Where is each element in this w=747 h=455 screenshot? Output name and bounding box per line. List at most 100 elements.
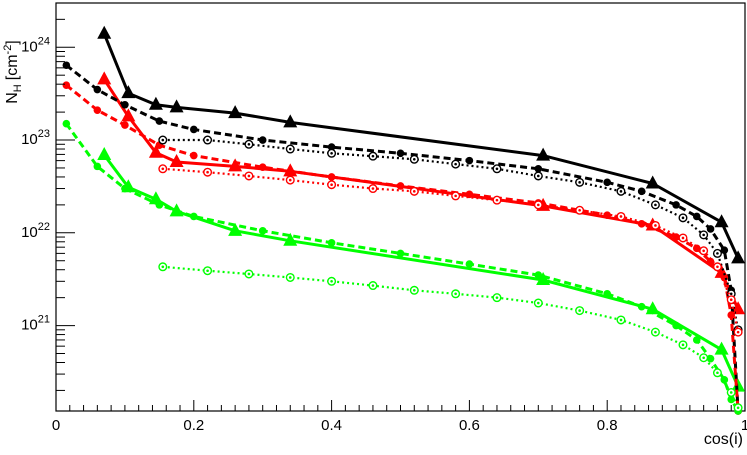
data-point-triangle — [97, 25, 112, 39]
data-point-dot — [637, 187, 646, 196]
data-point-center — [495, 198, 499, 202]
data-point-triangle — [169, 153, 184, 167]
data-point-dot — [727, 395, 736, 404]
series-dotted-open-circle — [158, 164, 743, 337]
x-tick-label: 0.4 — [321, 417, 342, 434]
data-point-center — [454, 162, 457, 166]
data-point-center — [537, 301, 540, 305]
data-point-center — [619, 318, 623, 322]
data-point-center — [578, 208, 581, 212]
data-point-dot — [155, 201, 164, 209]
data-point-dot — [706, 354, 715, 363]
data-point-triangle — [714, 341, 729, 355]
data-point-center — [412, 190, 416, 193]
y-axis-label-unit-exp: -2 — [2, 45, 14, 55]
y-tick-base: 10 — [21, 224, 38, 241]
series-line — [102, 33, 740, 260]
data-point-dot — [603, 178, 611, 187]
data-point-center — [495, 167, 499, 171]
data-point-center — [537, 174, 540, 178]
data-point-dot — [62, 119, 71, 128]
data-point-center — [371, 284, 375, 287]
data-point-dot — [534, 164, 543, 173]
data-point-center — [654, 330, 657, 334]
data-point-triangle — [283, 114, 298, 128]
data-point-dot — [93, 162, 102, 171]
data-point-dot — [692, 212, 701, 221]
data-point-dot — [396, 182, 405, 190]
data-point-dot — [465, 156, 474, 165]
data-point-center — [729, 292, 733, 296]
data-point-center — [330, 151, 333, 155]
data-point-center — [161, 265, 165, 269]
data-point-triangle — [169, 99, 184, 113]
data-point-center — [206, 269, 209, 273]
data-point-dot — [121, 100, 129, 109]
data-point-dot — [396, 149, 405, 158]
data-point-triangle — [536, 147, 551, 161]
data-point-triangle — [228, 222, 243, 236]
y-tick-base: 10 — [21, 131, 38, 148]
data-point-center — [288, 276, 292, 279]
data-point-dot — [190, 212, 198, 221]
data-point-triangle — [731, 301, 746, 315]
series-line — [65, 64, 740, 412]
data-point-center — [716, 265, 719, 269]
data-point-center — [736, 406, 740, 410]
y-tick-base: 10 — [21, 38, 38, 55]
data-point-center — [736, 330, 740, 334]
data-point-center — [371, 187, 375, 190]
series-solid-triangle — [97, 25, 746, 264]
data-point-center — [619, 190, 623, 193]
data-point-dot — [327, 143, 336, 151]
data-point-center — [729, 298, 733, 302]
series-dotted-open-circle — [158, 135, 743, 335]
data-point-center — [716, 371, 719, 375]
x-tick-label: 0 — [52, 417, 60, 434]
data-point-dot — [258, 227, 267, 235]
data-point-triangle — [536, 271, 551, 285]
data-point-center — [330, 280, 333, 283]
data-point-dot — [93, 106, 102, 114]
data-point-triangle — [97, 71, 112, 85]
data-point-dot — [121, 121, 129, 129]
data-point-dot — [190, 151, 198, 160]
data-point-dot — [706, 257, 715, 266]
y-axis-label: NH [cm-2] — [2, 40, 24, 104]
y-tick-exponent: 21 — [38, 314, 50, 326]
data-point-center — [247, 174, 251, 178]
data-point-center — [495, 296, 499, 299]
series-layer — [62, 25, 746, 415]
data-point-triangle — [97, 146, 112, 160]
data-point-center — [247, 272, 251, 276]
data-point-center — [681, 343, 685, 347]
data-point-dot — [706, 225, 715, 233]
data-point-dot — [534, 271, 543, 279]
data-point-dot — [121, 184, 129, 193]
data-point-dot — [637, 302, 646, 311]
data-point-triangle — [148, 96, 163, 110]
data-point-dot — [62, 81, 71, 90]
data-point-center — [681, 216, 685, 220]
data-point-dot — [258, 163, 267, 171]
data-point-triangle — [714, 214, 729, 228]
y-tick-base: 10 — [21, 317, 38, 334]
x-tick-label: 0.6 — [459, 417, 480, 434]
y-tick-exponent: 24 — [38, 35, 50, 47]
data-point-center — [206, 170, 209, 174]
data-point-dot — [720, 376, 729, 384]
data-point-center — [371, 154, 375, 158]
data-point-center — [619, 215, 623, 218]
data-point-dot — [396, 249, 405, 258]
x-tick-label: 1 — [741, 417, 747, 434]
series-dashed-dot — [62, 61, 742, 415]
data-point-center — [454, 292, 457, 296]
y-tick-exponent: 23 — [38, 128, 50, 140]
series-dotted-open-circle — [158, 262, 743, 413]
series-line — [65, 84, 740, 412]
x-tick-label: 0.8 — [597, 417, 618, 434]
data-point-dot — [62, 61, 71, 70]
data-point-dot — [155, 117, 164, 125]
data-point-center — [702, 356, 705, 360]
